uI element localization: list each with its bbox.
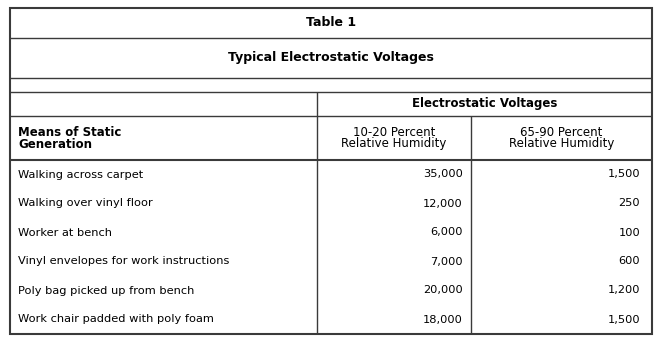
Text: Work chair padded with poly foam: Work chair padded with poly foam bbox=[18, 314, 214, 324]
Text: Means of Static: Means of Static bbox=[18, 126, 121, 138]
Text: 6,000: 6,000 bbox=[430, 228, 463, 237]
Text: Poly bag picked up from bench: Poly bag picked up from bench bbox=[18, 285, 195, 296]
Text: Vinyl envelopes for work instructions: Vinyl envelopes for work instructions bbox=[18, 257, 229, 266]
Text: 12,000: 12,000 bbox=[423, 198, 463, 209]
Text: 250: 250 bbox=[618, 198, 640, 209]
Text: 10-20 Percent: 10-20 Percent bbox=[353, 126, 435, 138]
Text: 65-90 Percent: 65-90 Percent bbox=[520, 126, 602, 138]
Text: Walking across carpet: Walking across carpet bbox=[18, 170, 143, 179]
Text: Walking over vinyl floor: Walking over vinyl floor bbox=[18, 198, 153, 209]
Text: 1,500: 1,500 bbox=[607, 314, 640, 324]
Text: 18,000: 18,000 bbox=[423, 314, 463, 324]
Text: 600: 600 bbox=[618, 257, 640, 266]
Text: 1,500: 1,500 bbox=[607, 170, 640, 179]
Text: 1,200: 1,200 bbox=[608, 285, 640, 296]
Text: 100: 100 bbox=[618, 228, 640, 237]
Text: Table 1: Table 1 bbox=[306, 16, 356, 29]
Bar bbox=[10, 8, 652, 334]
Text: 35,000: 35,000 bbox=[423, 170, 463, 179]
Text: Electrostatic Voltages: Electrostatic Voltages bbox=[412, 98, 557, 111]
Text: Typical Electrostatic Voltages: Typical Electrostatic Voltages bbox=[228, 51, 434, 64]
Text: Generation: Generation bbox=[18, 138, 92, 150]
Text: Worker at bench: Worker at bench bbox=[18, 228, 112, 237]
Text: Relative Humidity: Relative Humidity bbox=[509, 138, 614, 150]
Text: 20,000: 20,000 bbox=[423, 285, 463, 296]
Text: 7,000: 7,000 bbox=[430, 257, 463, 266]
Text: Relative Humidity: Relative Humidity bbox=[341, 138, 447, 150]
